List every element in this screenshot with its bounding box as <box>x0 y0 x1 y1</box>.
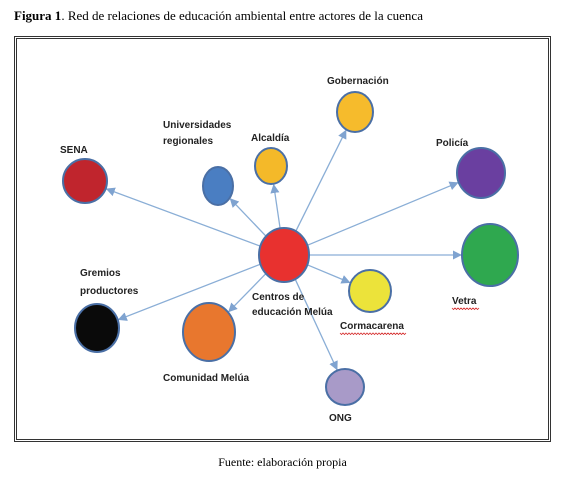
edge-centros-to-universidades <box>229 198 267 237</box>
label-cormacarena-line-1: Cormacarena <box>340 321 404 332</box>
edge-centros-to-sena <box>105 187 261 247</box>
label-vetra: Vetra <box>452 296 477 307</box>
label-policia: Policía <box>436 138 469 149</box>
node-vetra <box>461 223 519 287</box>
edge-centros-to-alcaldia <box>270 183 281 229</box>
edges-layer <box>105 129 462 371</box>
label-cormacarena: Cormacarena <box>340 321 404 332</box>
label-ong-line-1: ONG <box>329 413 352 424</box>
figure-title: . Red de relaciones de educación ambient… <box>61 8 423 23</box>
nodes-layer <box>62 91 519 406</box>
label-alcaldia-line-1: Alcaldía <box>251 133 290 144</box>
label-ong: ONG <box>329 413 352 424</box>
node-universidades <box>202 166 234 206</box>
figure-number: Figura 1 <box>14 8 62 23</box>
label-sena-line-1: SENA <box>60 145 88 156</box>
spellcheck-underline-cormacarena <box>339 332 407 336</box>
label-comunidad: Comunidad Melúa <box>163 373 250 384</box>
label-alcaldia: Alcaldía <box>251 133 290 144</box>
labels-layer: Centros de educación Melúa SENA Universidad… <box>60 76 480 424</box>
node-policia <box>456 147 506 199</box>
spellcheck-underline-vetra <box>451 307 480 311</box>
label-gobernacion-line-1: Gobernación <box>327 76 389 87</box>
node-centros <box>258 227 310 283</box>
node-gobernacion <box>336 91 374 133</box>
diagram-frame <box>14 36 551 442</box>
label-policia-line-1: Policía <box>436 138 469 149</box>
label-universidades-line-2: regionales <box>163 136 213 147</box>
label-comunidad-line-1: Comunidad Melúa <box>163 373 250 384</box>
label-gremios: Gremios productores <box>80 268 139 297</box>
edge-centros-to-comunidad <box>228 273 267 313</box>
node-alcaldia <box>254 147 288 185</box>
label-centros: Centros de educación Melúa <box>252 292 333 318</box>
figure-source: Fuente: elaboración propia <box>218 455 347 469</box>
node-gremios <box>74 303 120 353</box>
label-gremios-line-2: productores <box>80 286 139 297</box>
node-ong <box>325 368 365 406</box>
label-centros-line-2: educación Melúa <box>252 307 333 318</box>
edge-centros-to-ong <box>294 278 338 371</box>
edge-centros-to-policia <box>307 181 459 246</box>
node-comunidad <box>182 302 236 362</box>
figure-caption: Figura 1. Red de relaciones de educación… <box>14 8 423 24</box>
label-gremios-line-1: Gremios <box>80 268 121 279</box>
edge-centros-to-gobernacion <box>295 129 347 232</box>
edge-centros-to-gremios <box>117 263 261 321</box>
node-sena <box>62 158 108 204</box>
label-sena: SENA <box>60 145 88 156</box>
node-cormacarena <box>348 269 392 313</box>
label-gobernacion: Gobernación <box>327 76 389 87</box>
label-vetra-line-1: Vetra <box>452 296 477 307</box>
label-centros-line-1: Centros de <box>252 292 305 303</box>
edge-centros-to-cormacarena <box>307 264 351 284</box>
label-universidades: Universidades regionales <box>163 120 232 147</box>
label-universidades-line-1: Universidades <box>163 120 232 131</box>
